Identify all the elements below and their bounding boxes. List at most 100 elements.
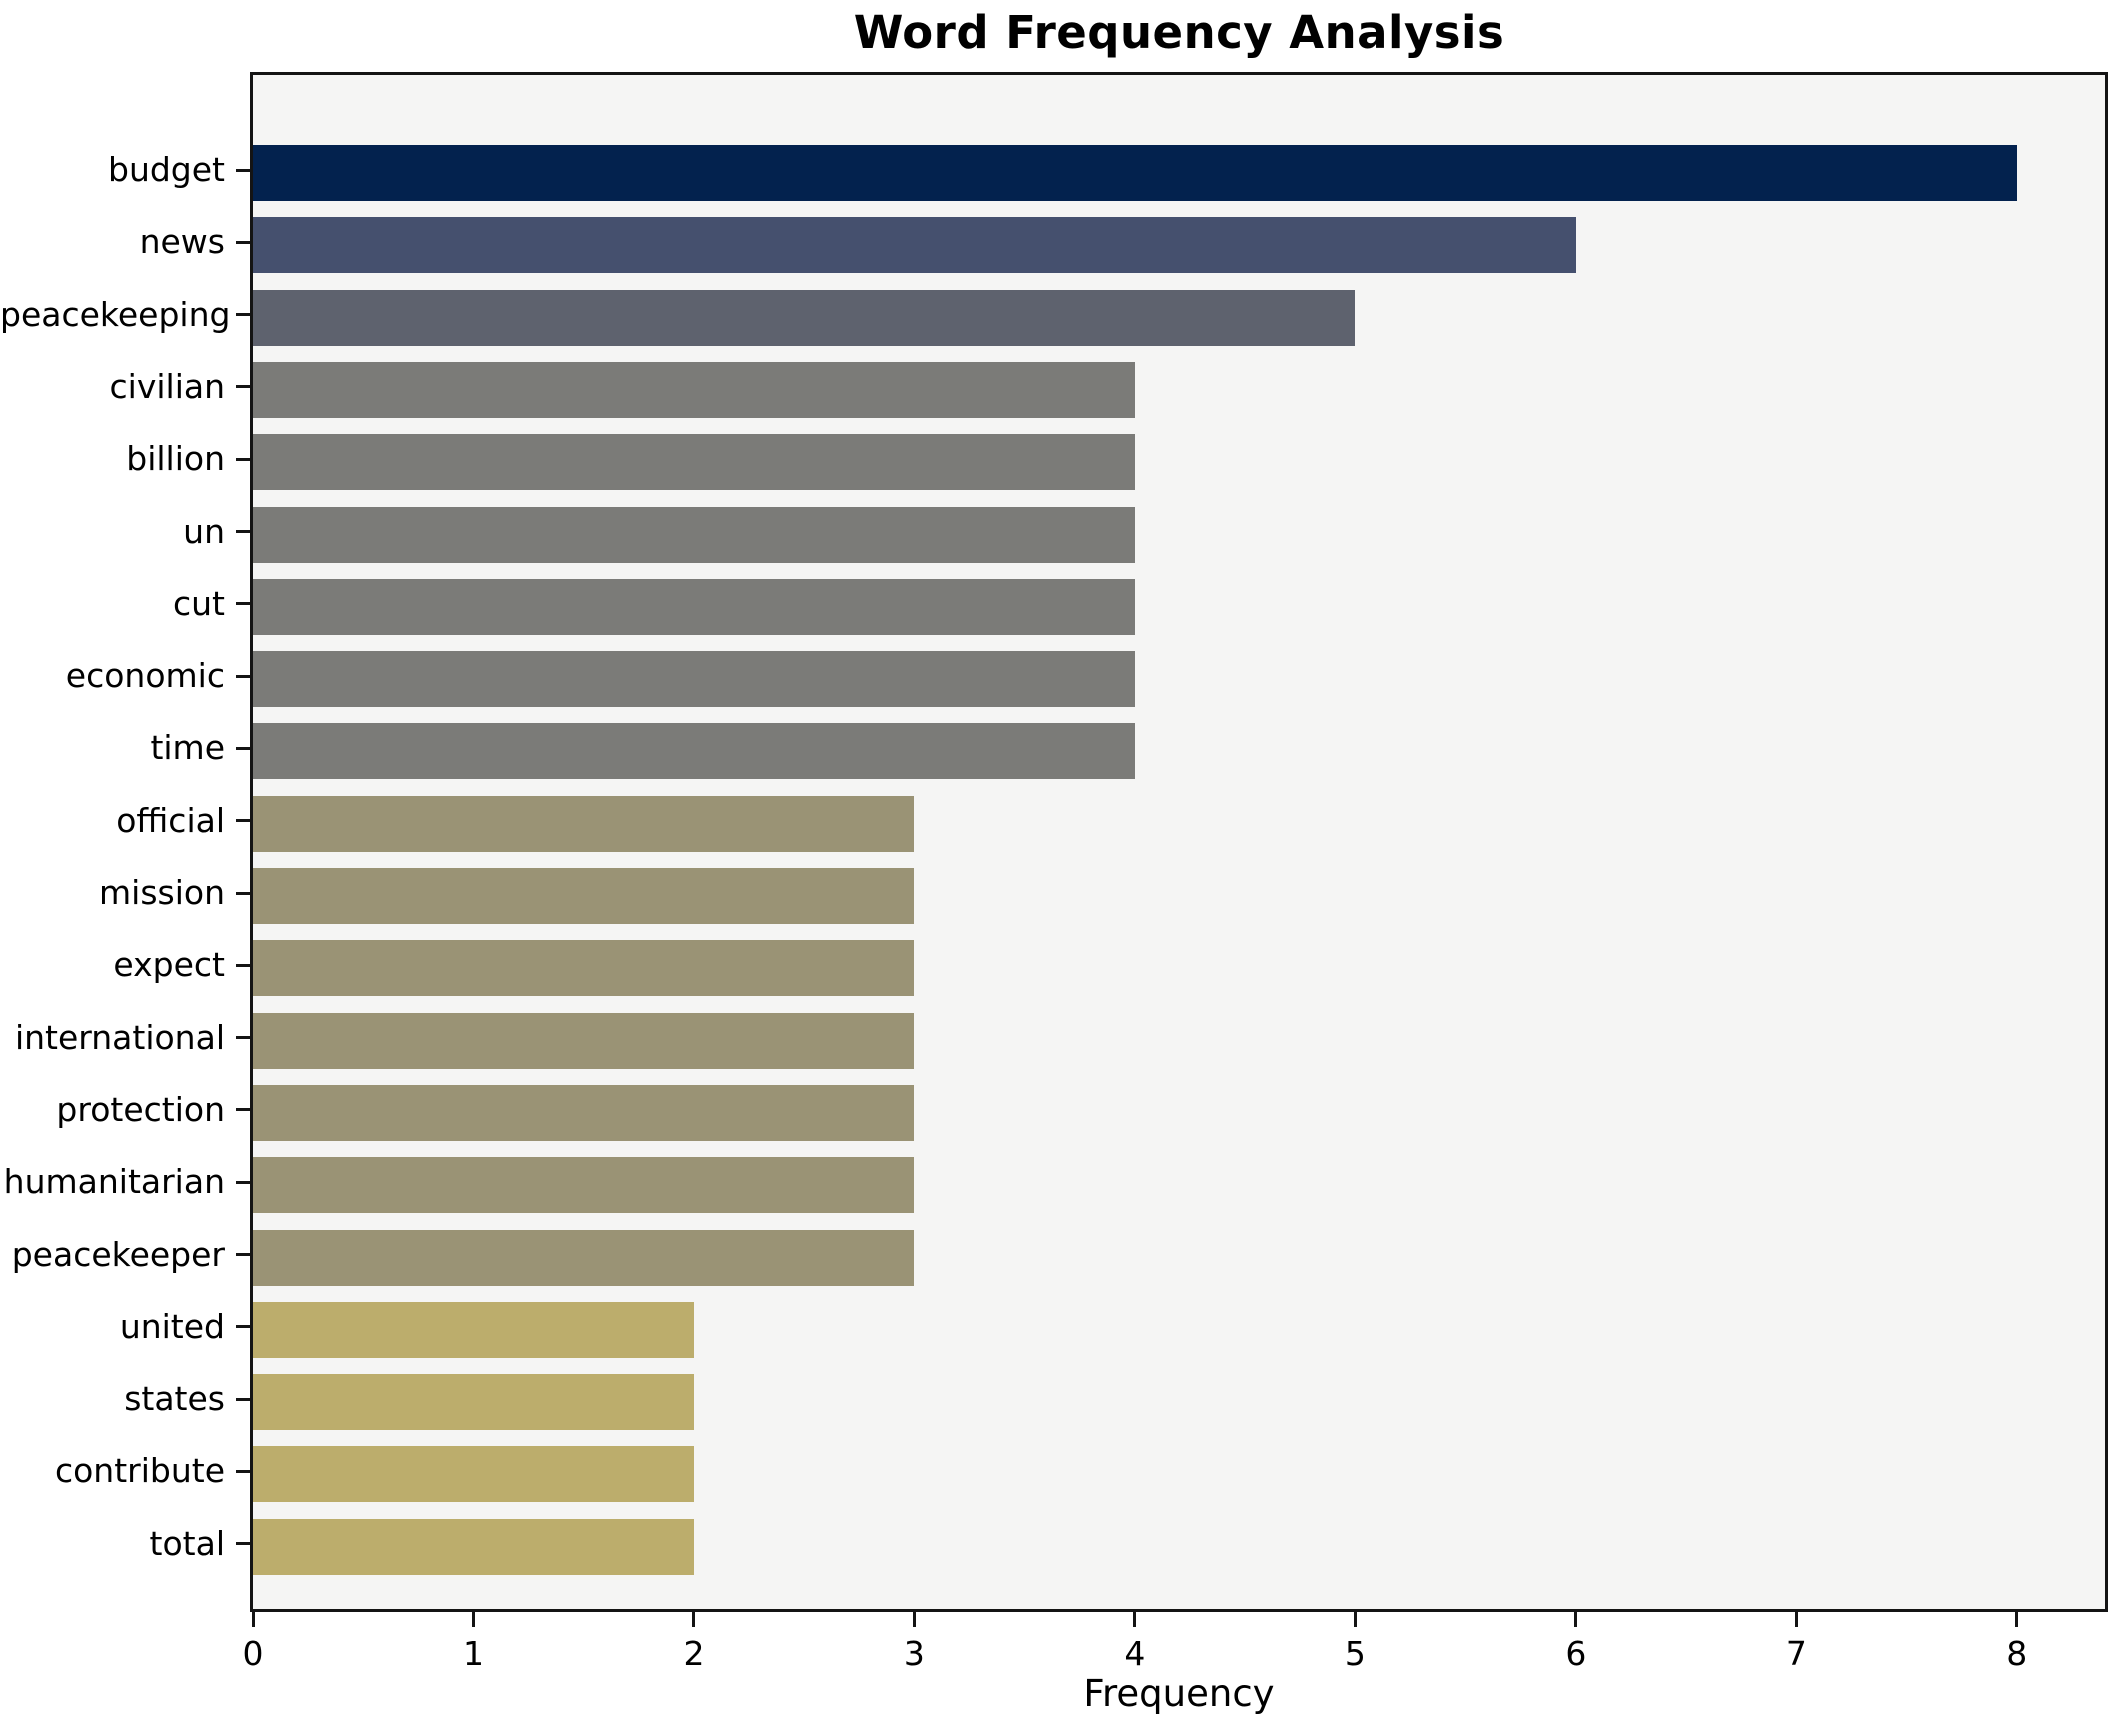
bar-row [253,1229,2105,1286]
x-axis-label: Frequency [1083,1672,1275,1715]
y-tick-mark [236,602,250,606]
y-tick-label-protection: protection [56,1089,225,1129]
bar-economic [253,651,1135,708]
bar-time [253,723,1135,780]
x-tick-label-2: 2 [683,1634,705,1673]
x-tick-label-5: 5 [1344,1634,1366,1673]
y-tick-mark [236,385,250,389]
bar-row [253,434,2105,491]
y-tick-mark [236,457,250,461]
bar-row [253,868,2105,924]
y-tick-label-humanitarian: humanitarian [3,1162,225,1202]
x-tick-label-1: 1 [462,1634,484,1673]
bar-row [253,940,2105,997]
x-tick-label-0: 0 [242,1634,264,1673]
x-tick-label-3: 3 [903,1634,925,1673]
chart-title: Word Frequency Analysis [853,6,1505,59]
y-tick-mark [236,1325,250,1329]
bar-row [253,651,2105,708]
bar-expect [253,940,915,997]
y-tick-label-billion: billion [126,439,225,479]
x-tick-label-8: 8 [2006,1634,2028,1673]
x-tick-mark [2015,1612,2019,1627]
y-tick-label-states: states [124,1379,225,1419]
bar-row [253,1301,2105,1358]
bar-row [253,578,2105,635]
bar-states [253,1374,694,1431]
x-tick-label-7: 7 [1785,1634,1807,1673]
plot-area [250,72,2108,1612]
bar-row [253,1446,2105,1503]
bar-international [253,1012,915,1069]
y-tick-mark [236,530,250,533]
x-tick-mark [471,1612,475,1627]
bar-row [253,795,2105,852]
y-tick-mark [236,168,250,172]
bar-protection [253,1084,915,1141]
bar-row [253,145,2105,201]
x-tick-mark [1574,1612,1578,1627]
y-tick-label-united: united [119,1306,225,1346]
bar-row [253,361,2105,418]
y-tick-label-budget: budget [108,150,225,189]
y-tick-mark [236,819,250,823]
y-tick-mark [236,963,250,967]
y-tick-mark [236,1036,250,1040]
bar-peacekeeping [253,289,1356,346]
bar-billion [253,434,1135,491]
bar-row [253,1374,2105,1431]
x-tick-mark [1133,1612,1137,1627]
bar-cut [253,578,1135,635]
y-tick-label-economic: economic [65,656,225,696]
bar-row [253,723,2105,780]
bar-contribute [253,1446,694,1503]
y-tick-mark [236,1180,250,1184]
y-tick-mark [236,313,250,317]
y-tick-label-official: official [116,800,225,840]
y-tick-label-un: un [183,511,225,551]
bar-civilian [253,361,1135,418]
y-tick-label-peacekeeping: peacekeeping [0,294,231,334]
bar-official [253,795,915,852]
bar-united [253,1301,694,1358]
y-tick-mark [236,1253,250,1256]
bar-un [253,506,1135,563]
y-tick-mark [236,674,250,678]
bar-row [253,217,2105,274]
bar-row [253,1518,2105,1575]
y-tick-mark [236,1108,250,1112]
y-tick-label-news: news [139,222,225,262]
y-tick-label-civilian: civilian [109,366,225,406]
y-tick-mark [236,1469,250,1473]
y-tick-mark [236,240,250,244]
bar-news [253,217,1576,274]
bar-row [253,1157,2105,1214]
y-tick-label-time: time [150,728,225,768]
x-tick-mark [692,1612,696,1627]
bar-row [253,1084,2105,1141]
y-tick-label-contribute: contribute [54,1451,225,1491]
bar-peacekeeper [253,1229,915,1286]
y-tick-label-cut: cut [173,583,225,623]
y-tick-mark [236,1542,250,1546]
bar-budget [253,145,2017,201]
y-tick-mark [236,891,250,895]
bar-total [253,1518,694,1575]
bar-humanitarian [253,1157,915,1214]
y-tick-label-mission: mission [99,873,225,912]
y-tick-label-expect: expect [113,945,225,985]
y-tick-label-peacekeeper: peacekeeper [11,1234,225,1274]
x-tick-mark [912,1612,916,1627]
x-tick-label-4: 4 [1124,1634,1146,1673]
y-tick-mark [236,1397,250,1401]
x-tick-mark [1353,1612,1357,1627]
bar-mission [253,868,915,924]
x-tick-mark [251,1612,255,1627]
x-tick-label-6: 6 [1565,1634,1587,1673]
x-tick-mark [1794,1612,1798,1627]
y-tick-label-total: total [149,1523,225,1563]
y-tick-label-international: international [14,1017,225,1057]
bar-row [253,289,2105,346]
bar-row [253,506,2105,563]
